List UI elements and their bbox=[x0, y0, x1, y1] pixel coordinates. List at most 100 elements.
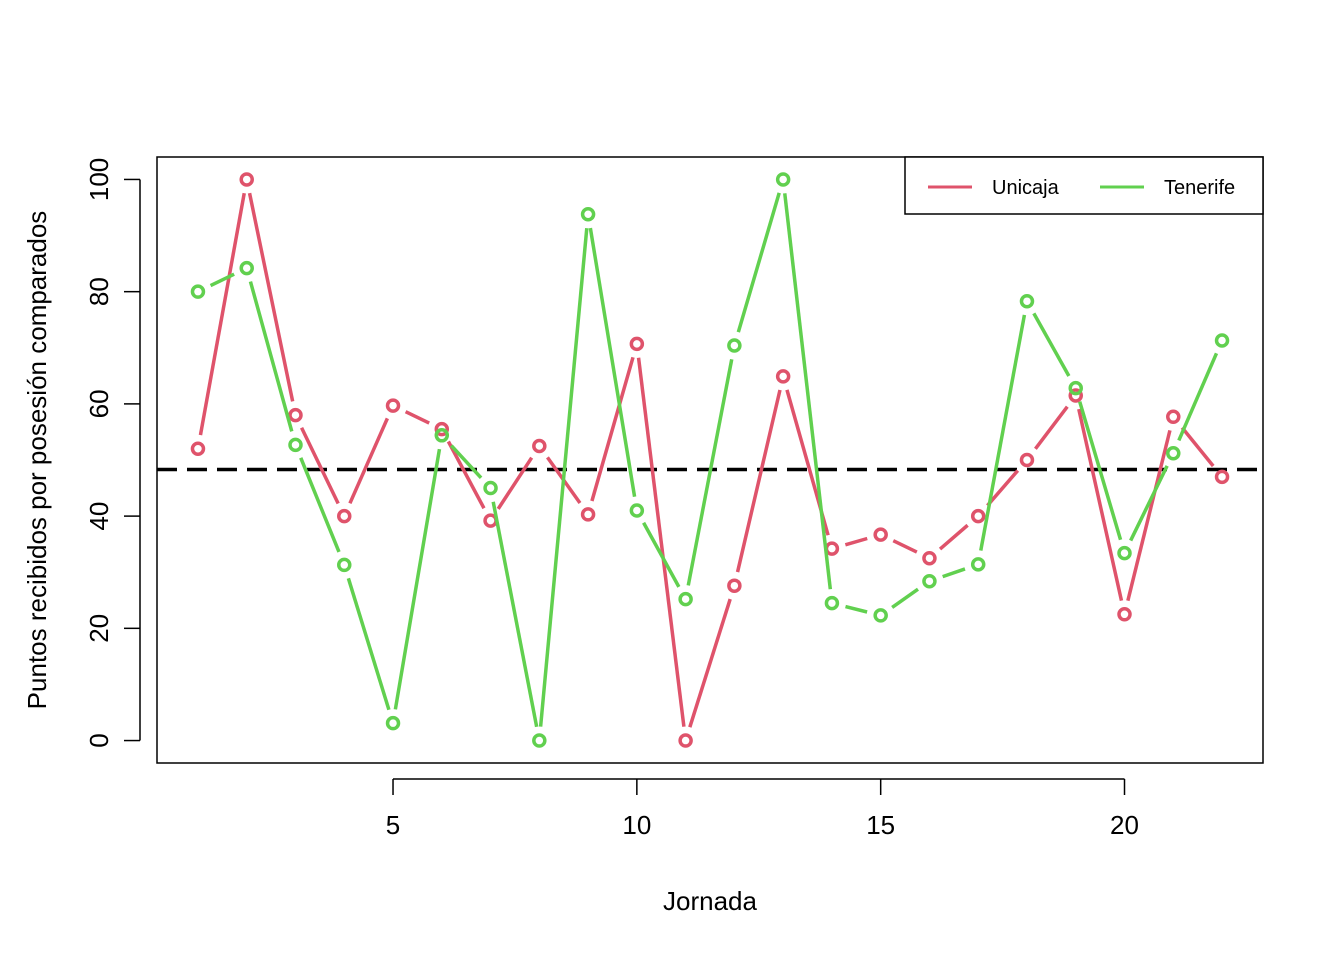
data-point bbox=[1214, 333, 1230, 348]
series-segment bbox=[450, 444, 483, 479]
series-segment bbox=[346, 577, 391, 711]
x-tick-label: 5 bbox=[386, 810, 400, 840]
data-point bbox=[288, 407, 303, 423]
legend-label-unicaja: Unicaja bbox=[992, 177, 1060, 199]
x-tick-label: 15 bbox=[866, 810, 895, 840]
y-tick-label: 0 bbox=[84, 733, 114, 747]
data-point bbox=[1166, 446, 1181, 461]
data-point bbox=[434, 428, 450, 443]
data-point bbox=[727, 578, 742, 593]
data-point bbox=[1117, 607, 1132, 622]
series-segment bbox=[1180, 426, 1215, 468]
series-segment bbox=[588, 227, 637, 497]
series-segment bbox=[1126, 429, 1172, 602]
series-segment bbox=[844, 536, 868, 547]
series-segment bbox=[892, 539, 918, 554]
data-point bbox=[1019, 293, 1035, 309]
data-point bbox=[532, 438, 547, 454]
series-segment bbox=[1177, 352, 1219, 442]
data-point bbox=[824, 595, 840, 611]
data-point bbox=[1214, 469, 1230, 485]
y-axis: 0 20 40 60 80 100 bbox=[84, 158, 141, 748]
series-segment bbox=[1129, 465, 1169, 542]
series-segment bbox=[891, 587, 919, 609]
y-axis-label: Puntos recibidos por posesión comparados bbox=[22, 211, 52, 710]
data-point bbox=[239, 260, 254, 276]
data-point bbox=[678, 733, 693, 748]
series-segment bbox=[736, 192, 781, 333]
series-segment bbox=[845, 604, 868, 614]
data-point bbox=[775, 172, 791, 187]
data-point bbox=[922, 550, 937, 566]
data-point bbox=[434, 421, 450, 437]
series-segment bbox=[404, 410, 430, 425]
data-point bbox=[775, 369, 791, 384]
series-segment bbox=[986, 469, 1020, 507]
series-layer bbox=[190, 172, 1230, 748]
series-segment bbox=[636, 357, 686, 727]
plot-frame bbox=[156, 156, 1264, 764]
legend-label-tenerife: Tenerife bbox=[1164, 177, 1235, 199]
data-point bbox=[824, 541, 840, 556]
data-point bbox=[1166, 409, 1181, 425]
series-segment bbox=[496, 456, 534, 510]
data-point bbox=[483, 480, 498, 496]
series-segment bbox=[938, 523, 969, 551]
x-tick-label: 20 bbox=[1110, 810, 1139, 840]
series-segment bbox=[446, 440, 486, 510]
data-point bbox=[1019, 452, 1035, 468]
series-segment bbox=[209, 272, 235, 288]
series-segment bbox=[942, 567, 966, 579]
series-segment bbox=[538, 228, 589, 727]
legend: Unicaja Tenerife bbox=[904, 156, 1264, 215]
y-tick-label: 60 bbox=[84, 389, 114, 418]
data-point bbox=[1117, 545, 1132, 561]
series-segment bbox=[299, 457, 341, 553]
data-point bbox=[727, 338, 742, 353]
x-axis: 5 10 15 20 bbox=[386, 778, 1139, 840]
data-point bbox=[970, 508, 986, 524]
series-segment bbox=[1034, 405, 1069, 450]
series-segment bbox=[247, 192, 295, 402]
data-point bbox=[1068, 380, 1083, 396]
x-axis-label: Jornada bbox=[663, 886, 757, 916]
series-segment bbox=[688, 598, 732, 728]
series-segment bbox=[979, 314, 1027, 551]
series-segment bbox=[491, 501, 539, 728]
data-point bbox=[629, 336, 645, 352]
data-point bbox=[678, 591, 693, 607]
data-point bbox=[970, 557, 986, 572]
series-segment bbox=[686, 358, 734, 586]
series-unicaja bbox=[190, 172, 1230, 748]
series-segment bbox=[642, 521, 681, 588]
data-point bbox=[922, 573, 937, 589]
series-segment bbox=[248, 281, 294, 432]
series-segment bbox=[735, 389, 782, 573]
series-segment bbox=[783, 193, 833, 590]
y-tick-label: 40 bbox=[84, 502, 114, 531]
y-tick-label: 20 bbox=[84, 614, 114, 643]
series-segment bbox=[393, 448, 442, 710]
data-point bbox=[873, 527, 888, 542]
series-segment bbox=[1032, 312, 1071, 377]
data-point bbox=[629, 503, 645, 518]
data-point bbox=[385, 715, 401, 731]
series-segment bbox=[1078, 401, 1123, 541]
data-point bbox=[532, 733, 547, 748]
series-segment bbox=[348, 417, 389, 505]
series-tenerife bbox=[190, 172, 1230, 748]
data-point bbox=[190, 284, 206, 299]
series-segment bbox=[300, 426, 340, 505]
data-point bbox=[385, 398, 401, 413]
data-point bbox=[580, 206, 596, 222]
x-tick-label: 10 bbox=[622, 810, 651, 840]
y-tick-label: 100 bbox=[84, 158, 114, 201]
data-point bbox=[1068, 388, 1083, 403]
series-segment bbox=[198, 192, 246, 436]
series-segment bbox=[1077, 408, 1124, 602]
data-point bbox=[239, 172, 254, 187]
data-point bbox=[190, 441, 206, 457]
data-point bbox=[337, 557, 352, 573]
data-point bbox=[580, 507, 596, 522]
